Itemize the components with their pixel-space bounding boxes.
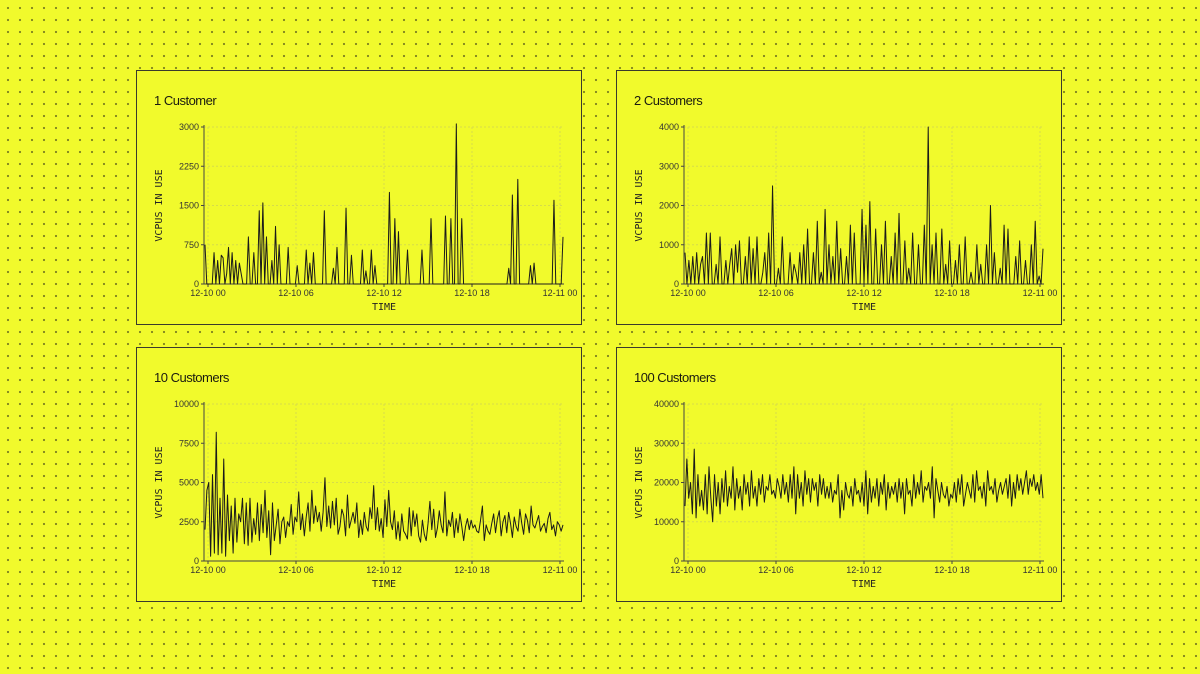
series-line: [204, 123, 564, 285]
x-tick-label: 12-10 00: [190, 565, 226, 575]
chart-title: 1 Customer: [154, 93, 217, 108]
y-tick-label: 0: [194, 556, 199, 566]
chart-svg: 0 750 1500 2250 3000 12-10 00 12-10 06 12-10 12…: [154, 122, 578, 313]
y-tick-label: 3000: [179, 122, 199, 132]
y-tick-label: 4000: [659, 122, 679, 132]
x-tick-label: 12-10 06: [758, 288, 794, 298]
y-tick-label: 0: [674, 556, 679, 566]
x-tick-label: 12-10 12: [366, 565, 402, 575]
chart-title: 10 Customers: [154, 370, 229, 385]
y-tick-label: 10000: [654, 517, 679, 527]
x-tick-label: 12-11 00: [1023, 565, 1058, 575]
y-tick-label: 2000: [659, 201, 679, 211]
x-tick-label: 12-11 00: [1023, 288, 1058, 298]
chart-title: 2 Customers: [634, 93, 703, 108]
x-axis-label: TIME: [852, 579, 876, 590]
y-tick-label: 20000: [654, 478, 679, 488]
chart-panel-10-customers: 10 Customers 0 2500 5000 7500 10000 12-10 00 1…: [136, 347, 582, 602]
y-tick-label: 0: [194, 279, 199, 289]
x-tick-label: 12-10 18: [934, 288, 970, 298]
x-tick-label: 12-10 18: [454, 288, 490, 298]
series-line: [684, 448, 1044, 523]
y-axis-label: VCPUS IN USE: [634, 446, 645, 518]
y-tick-label: 5000: [179, 478, 199, 488]
chart-title: 100 Customers: [634, 370, 716, 385]
x-axis-label: TIME: [852, 302, 876, 313]
chart-panel-1-customer: 1 Customer 0 750 1500 2250 3000 12-10 00 12-10…: [136, 70, 582, 325]
y-tick-label: 1500: [179, 201, 199, 211]
y-tick-label: 10000: [174, 399, 199, 409]
x-tick-label: 12-11 00: [543, 288, 578, 298]
y-tick-label: 40000: [654, 399, 679, 409]
x-tick-label: 12-10 00: [190, 288, 226, 298]
x-axis-label: TIME: [372, 302, 396, 313]
y-axis-label: VCPUS IN USE: [154, 169, 165, 241]
y-tick-label: 750: [184, 240, 199, 250]
y-tick-label: 3000: [659, 161, 679, 171]
x-tick-label: 12-10 00: [670, 565, 706, 575]
y-tick-label: 1000: [659, 240, 679, 250]
x-axis-label: TIME: [372, 579, 396, 590]
y-tick-label: 7500: [179, 438, 199, 448]
y-axis-label: VCPUS IN USE: [154, 446, 165, 518]
x-tick-label: 12-10 12: [846, 288, 882, 298]
x-tick-label: 12-10 18: [454, 565, 490, 575]
x-tick-label: 12-10 18: [934, 565, 970, 575]
x-tick-label: 12-10 06: [758, 565, 794, 575]
x-tick-label: 12-11 00: [543, 565, 578, 575]
series-line: [204, 431, 564, 557]
chart-svg: 0 10000 20000 30000 40000 12-10 00 12-10 06 12-…: [634, 399, 1058, 590]
x-tick-label: 12-10 06: [278, 565, 314, 575]
series-line: [684, 126, 1044, 285]
chart-panel-100-customers: 100 Customers 0 10000 20000 30000 40000 12-10…: [616, 347, 1062, 602]
chart-panel-2-customers: 2 Customers 0 1000 2000 3000 4000 12-10 00 12-…: [616, 70, 1062, 325]
chart-svg: 0 1000 2000 3000 4000 12-10 00 12-10 06 12-10 1…: [634, 122, 1058, 313]
y-tick-label: 30000: [654, 438, 679, 448]
x-tick-label: 12-10 12: [846, 565, 882, 575]
y-tick-label: 2250: [179, 161, 199, 171]
chart-svg: 0 2500 5000 7500 10000 12-10 00 12-10 06 12-10 …: [154, 399, 578, 590]
y-axis-label: VCPUS IN USE: [634, 169, 645, 241]
x-tick-label: 12-10 06: [278, 288, 314, 298]
x-tick-label: 12-10 00: [670, 288, 706, 298]
y-tick-label: 2500: [179, 517, 199, 527]
y-tick-label: 0: [674, 279, 679, 289]
x-tick-label: 12-10 12: [366, 288, 402, 298]
